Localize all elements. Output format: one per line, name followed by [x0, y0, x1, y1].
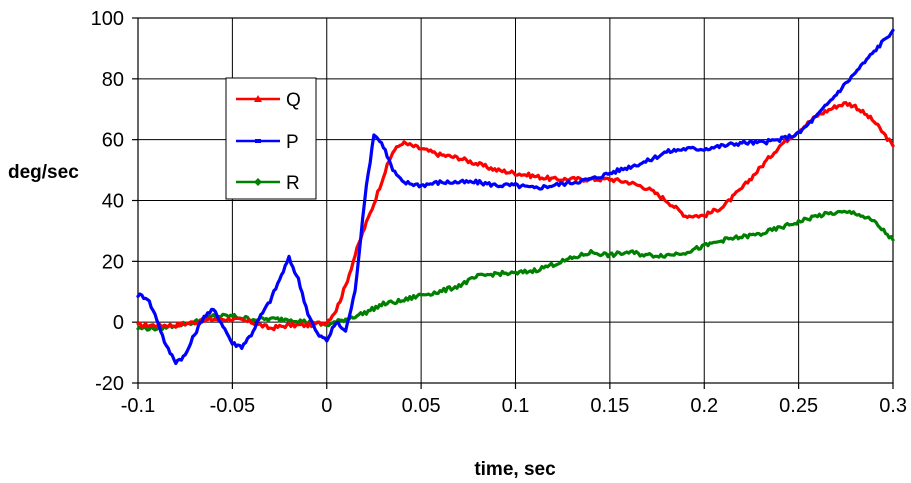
series-q: [136, 101, 895, 332]
y-axis-title: deg/sec: [8, 162, 79, 183]
legend-marker-r: [254, 178, 262, 186]
y-tick-label: 80: [102, 69, 124, 91]
series-line-p: [136, 28, 895, 366]
y-tick-label: -20: [95, 373, 124, 395]
series-line-q: [136, 101, 895, 332]
x-tick-label: -0.1: [121, 395, 155, 417]
x-tick-label: 0.05: [402, 395, 441, 417]
y-tick-label: 100: [91, 8, 124, 30]
x-tick-label: 0.1: [502, 395, 530, 417]
x-axis-title: time, sec: [474, 459, 556, 480]
legend-label-p: P: [286, 132, 299, 153]
legend-label-q: Q: [286, 90, 301, 111]
x-tick-label: 0.15: [590, 395, 629, 417]
legend-marker-p: [255, 139, 261, 143]
x-tick-label: 0.3: [879, 395, 907, 417]
x-tick-label: -0.05: [210, 395, 256, 417]
x-tick-label: 0: [321, 395, 332, 417]
legend-marker-q: [254, 95, 262, 102]
legend-item-q: Q: [236, 90, 301, 111]
series-line-r: [136, 209, 895, 332]
y-tick-label: 60: [102, 130, 124, 152]
legend: Q P R: [225, 77, 317, 200]
series-r: [136, 209, 895, 332]
legend-item-p: P: [236, 132, 299, 153]
y-tick-label: 0: [113, 312, 124, 334]
series-p: [136, 28, 895, 366]
legend-label-r: R: [286, 173, 300, 194]
tick-labels: -0.1 -0.05 0 0.05 0.1 0.15 0.2 0.25 0.3 -20 0 20 40 6…: [91, 8, 907, 417]
series-layer: [136, 28, 895, 366]
y-tick-label: 40: [102, 191, 124, 213]
axes: [132, 17, 894, 389]
x-tick-label: 0.2: [690, 395, 718, 417]
legend-item-r: R: [236, 173, 300, 194]
x-tick-label: 0.25: [779, 395, 818, 417]
y-tick-label: 20: [102, 251, 124, 273]
